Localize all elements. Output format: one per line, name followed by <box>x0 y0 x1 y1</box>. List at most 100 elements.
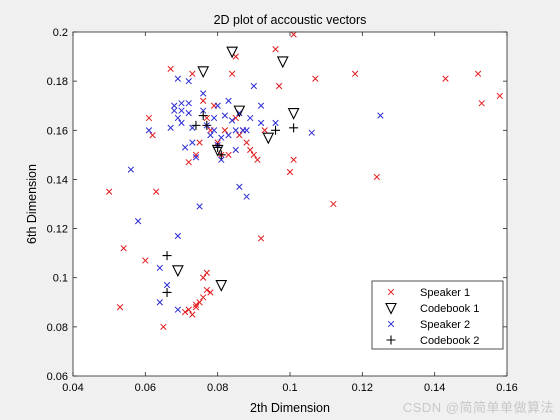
speaker-1-point <box>116 304 124 311</box>
speaker-1-point <box>478 100 485 107</box>
legend-marker-speaker-1 <box>387 288 395 296</box>
speaker-2-point <box>178 107 185 114</box>
legend-marker-codebook-2 <box>386 335 396 345</box>
speaker-2-point <box>171 102 178 109</box>
speaker-2-point <box>243 193 250 200</box>
codebook-2-point <box>202 120 212 130</box>
watermark-text: CSDN @简简单单做算法 <box>402 400 554 415</box>
speaker-1-point <box>261 127 268 134</box>
speaker-2-point <box>221 112 229 119</box>
speaker-1-point <box>442 75 449 82</box>
speaker-2-point <box>250 82 257 90</box>
codebook-2-point <box>213 142 223 152</box>
speaker-2-point <box>189 124 196 131</box>
y-tick-label: 0.18 <box>47 76 68 88</box>
speaker-2-point <box>171 107 178 114</box>
x-tick-label: 0.14 <box>424 382 445 394</box>
x-tick-label: 0.16 <box>496 382 517 394</box>
speaker-2-point <box>218 134 225 141</box>
codebook-1-point <box>171 265 184 278</box>
speaker-1-point <box>232 114 239 122</box>
x-tick-label: 0.12 <box>352 382 373 394</box>
speaker-1-point <box>189 311 196 318</box>
x-tick-label: 0.08 <box>207 382 228 394</box>
speaker-1-point <box>243 139 250 146</box>
speaker-1-point <box>330 200 337 208</box>
speaker-1-point <box>221 127 229 134</box>
y-tick-label: 0.08 <box>47 322 68 334</box>
speaker-2-point <box>134 218 142 225</box>
speaker-1-point <box>250 151 257 159</box>
codebook-1-point <box>276 56 289 69</box>
speaker-2-point <box>225 132 232 139</box>
ticks-layer: 0.04 0.06 0.08 0.1 0.12 0.14 0.160.060.080.10.… <box>47 27 518 394</box>
codebook-1-point <box>215 280 228 292</box>
speaker-1-point <box>373 173 380 181</box>
speaker-2-point <box>178 119 185 127</box>
speaker-2-point <box>377 112 384 119</box>
speaker-1-point <box>196 139 203 146</box>
speaker-2-point <box>145 127 153 134</box>
speaker-2-point <box>185 100 192 107</box>
speaker-1-point <box>207 289 214 296</box>
codebook-2-point <box>191 120 201 130</box>
speaker-2-point <box>189 139 196 146</box>
speaker-1-point <box>153 188 160 195</box>
speaker-1-point <box>247 146 254 154</box>
speaker-2-point <box>214 102 221 109</box>
speaker-1-point <box>351 70 359 77</box>
x-tick-label: 0.06 <box>135 382 156 394</box>
speaker-2-point <box>200 90 207 97</box>
data-layer <box>106 31 503 331</box>
speaker-1-point <box>290 156 297 163</box>
speaker-2-point <box>156 264 163 272</box>
speaker-2-point <box>218 156 225 163</box>
speaker-1-point <box>203 269 210 276</box>
speaker-1-point <box>192 301 200 308</box>
legend-marker-speaker-2 <box>387 320 395 328</box>
codebook-2-point <box>271 125 281 135</box>
speaker-2-point <box>196 203 203 210</box>
codebook-2-point <box>216 150 226 160</box>
speaker-2-point <box>163 281 171 289</box>
speaker-2-point <box>174 232 182 240</box>
speaker-1-point <box>200 274 207 281</box>
speaker-1-point <box>149 132 156 139</box>
legend-label-codebook-2: Codebook 2 <box>420 335 479 347</box>
speaker-2-point <box>192 154 200 161</box>
chart-title: 2D plot of accoustic vectors <box>214 13 367 27</box>
legend-items: Speaker 1 Codebook 1 Speaker 2 Codebook 2 <box>385 287 479 347</box>
speaker-2-point <box>257 102 265 109</box>
speaker-1-point <box>225 151 232 159</box>
y-tick-label: 0.12 <box>47 224 68 236</box>
speaker-2-point <box>232 146 239 154</box>
speaker-2-point <box>174 114 182 122</box>
speaker-2-point <box>308 129 315 136</box>
codebook-2-point <box>198 111 208 121</box>
speaker-1-point <box>214 139 221 146</box>
speaker-2-point <box>247 114 254 122</box>
codebook-2-point <box>162 251 172 261</box>
speaker-1-point <box>254 156 261 163</box>
codebook-1-point <box>197 66 210 79</box>
speaker-2-point <box>156 299 163 306</box>
speaker-2-point <box>257 119 265 127</box>
legend-label-codebook-1: Codebook 1 <box>420 303 479 315</box>
speaker-2-point <box>174 75 182 82</box>
speaker-2-point <box>167 124 174 131</box>
speaker-1-point <box>496 92 503 100</box>
speaker-1-point <box>160 323 167 331</box>
speaker-2-point <box>228 117 236 124</box>
speaker-1-point <box>196 299 203 306</box>
y-tick-label: 0.2 <box>53 27 68 39</box>
speaker-1-point <box>236 132 243 139</box>
speaker-1-point <box>228 70 236 77</box>
speaker-2-point <box>200 107 207 114</box>
legend-label-speaker-1: Speaker 1 <box>420 287 470 299</box>
speaker-2-point <box>185 109 192 117</box>
speaker-1-point <box>181 308 189 316</box>
legend-marker-codebook-1 <box>385 302 397 315</box>
codebook-1-point <box>262 132 275 145</box>
speaker-2-point <box>174 306 182 313</box>
